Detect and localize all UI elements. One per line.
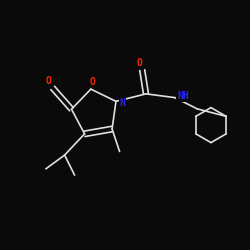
Text: NH: NH bbox=[177, 91, 189, 101]
Text: O: O bbox=[137, 58, 143, 68]
Text: O: O bbox=[89, 77, 95, 87]
Text: N: N bbox=[119, 98, 125, 108]
Text: O: O bbox=[46, 76, 52, 86]
